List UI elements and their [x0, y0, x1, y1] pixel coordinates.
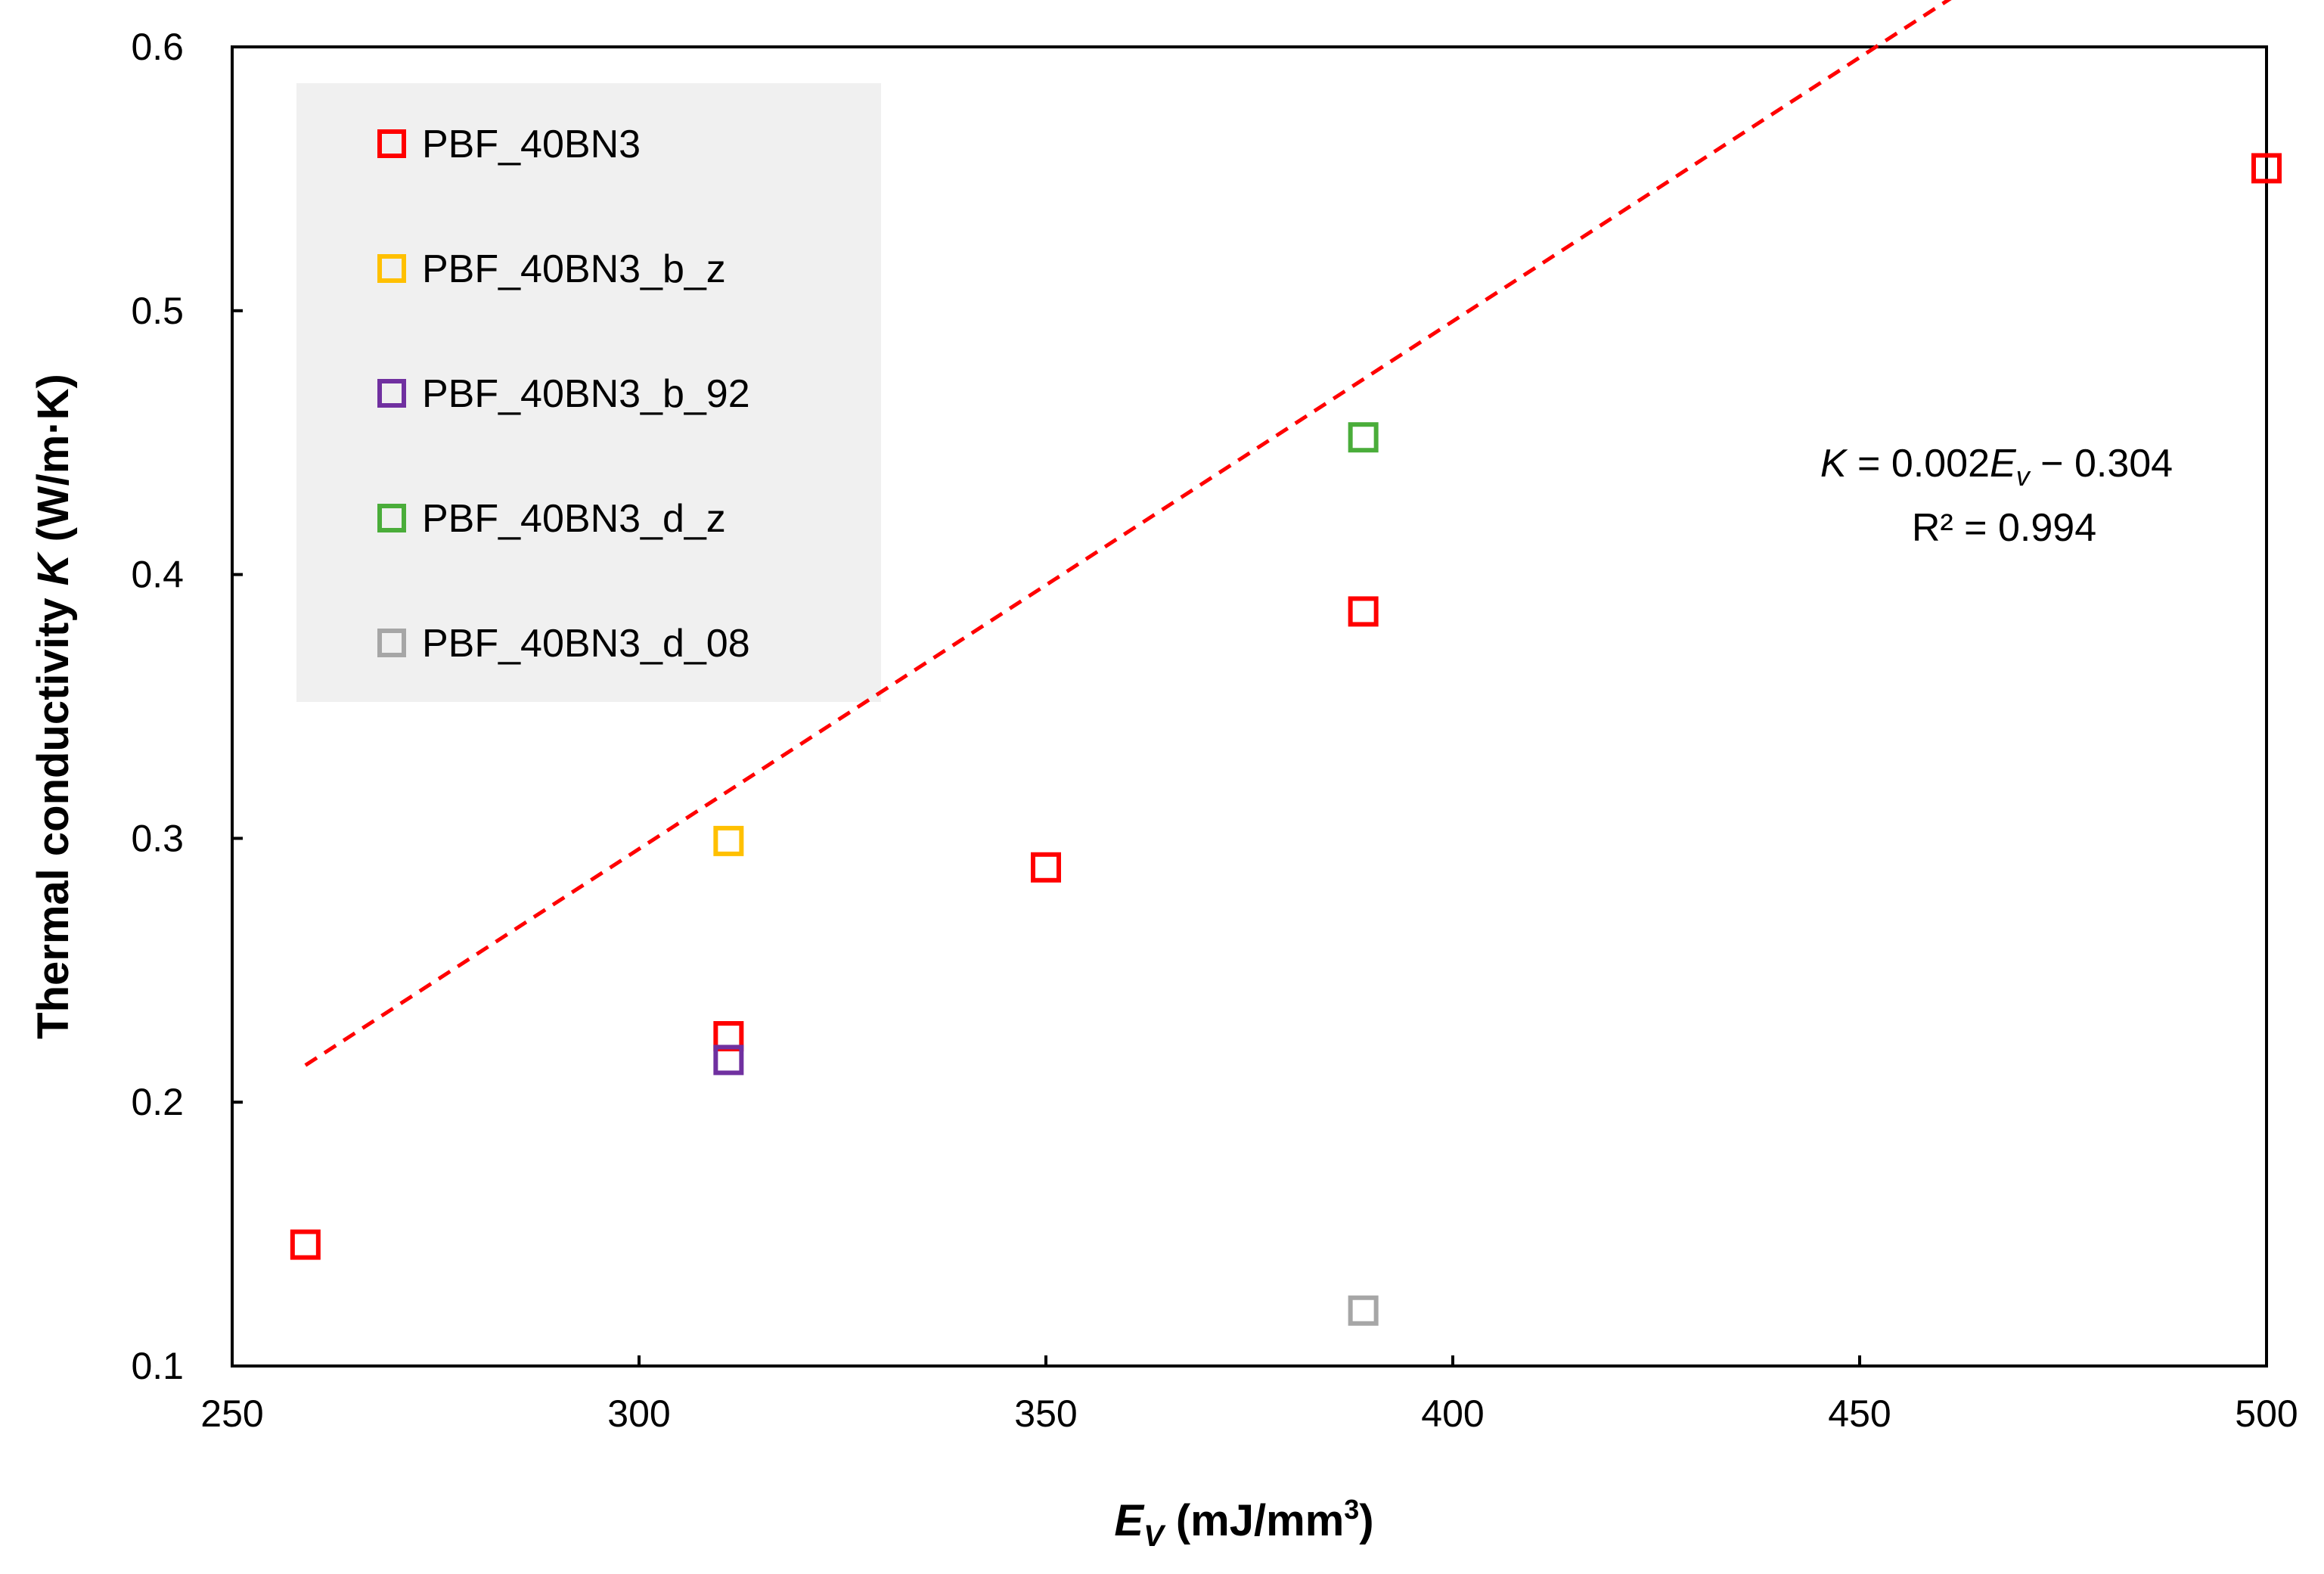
data-point	[2251, 153, 2282, 184]
trendline-equation: K = 0.002Ev − 0.304	[1820, 442, 2173, 492]
legend-marker	[377, 129, 406, 158]
legend-marker	[377, 629, 406, 657]
x-tick-label: 350	[1014, 1392, 1077, 1435]
legend: PBF_40BN3 PBF_40BN3_b_z PBF_40BN3_b_92 PBF_…	[377, 123, 750, 666]
trendline	[304, 0, 1952, 1067]
y-tick-label: 0.2	[131, 1081, 184, 1123]
data-point	[713, 825, 744, 856]
legend-marker	[377, 379, 406, 408]
x-tick-label: 500	[2235, 1392, 2298, 1435]
y-tick-label: 0.6	[131, 26, 184, 68]
y-axis-title: Thermal conductivity K (W/m·K)	[29, 374, 78, 1039]
x-tick-label: 450	[1828, 1392, 1891, 1435]
legend-label: PBF_40BN3_d_08	[422, 622, 750, 666]
x-axis-ticks: 250 300 350 400 450 500	[200, 1355, 2298, 1435]
y-tick-label: 0.1	[131, 1345, 184, 1387]
legend-box	[296, 83, 881, 702]
data-point	[1031, 852, 1061, 883]
y-tick-label: 0.4	[131, 554, 184, 596]
y-tick-label: 0.3	[131, 817, 184, 859]
legend-label: PBF_40BN3_d_z	[422, 497, 726, 541]
data-point	[290, 1229, 321, 1260]
legend-label: PBF_40BN3	[422, 123, 641, 166]
data-point	[1348, 1295, 1379, 1326]
r-squared-label: R² = 0.994	[1912, 506, 2096, 550]
legend-label: PBF_40BN3_b_z	[422, 247, 726, 291]
x-tick-label: 250	[200, 1392, 263, 1435]
legend-marker	[377, 504, 406, 532]
x-tick-label: 300	[607, 1392, 670, 1435]
data-points	[290, 153, 2282, 1326]
legend-label: PBF_40BN3_b_92	[422, 372, 750, 416]
data-point	[1348, 596, 1379, 627]
data-point	[1348, 422, 1379, 453]
data-point	[713, 1045, 744, 1076]
y-axis-ticks: 0.1 0.2 0.3 0.4 0.5 0.6	[131, 26, 243, 1387]
legend-marker	[377, 254, 406, 283]
x-axis-title: EV (mJ/mm3)	[1114, 1494, 1373, 1553]
y-tick-label: 0.5	[131, 290, 184, 332]
x-tick-label: 400	[1421, 1392, 1484, 1435]
